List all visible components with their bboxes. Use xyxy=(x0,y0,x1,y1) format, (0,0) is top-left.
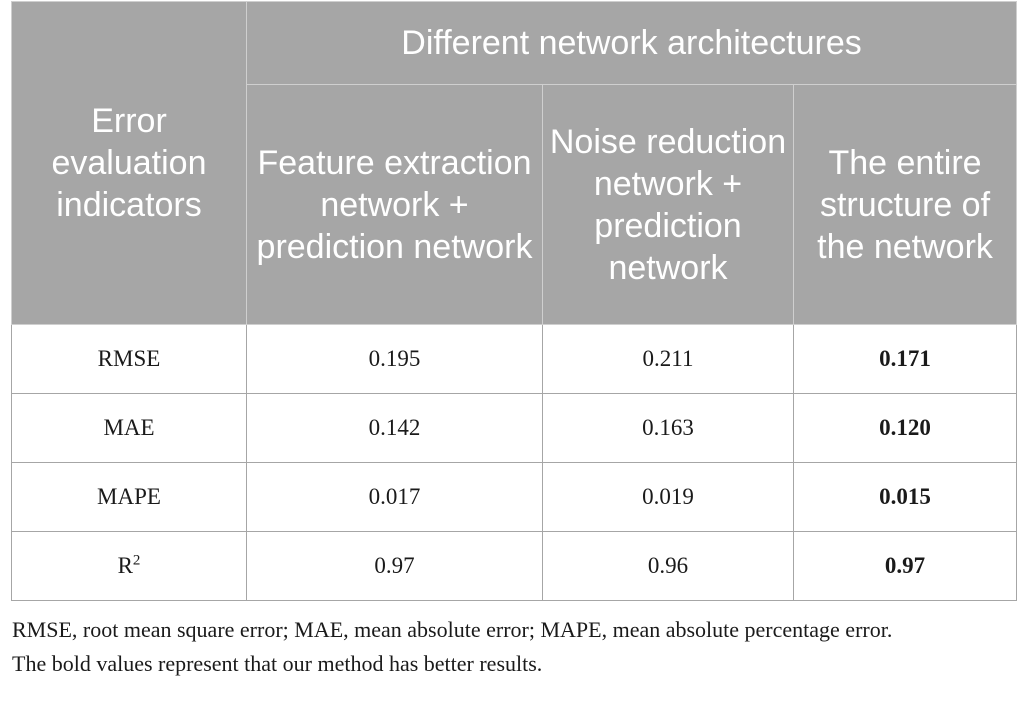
table-row-mae: MAE 0.142 0.163 0.120 xyxy=(11,393,1018,463)
cell-rmse-feature-extraction: 0.195 xyxy=(246,324,543,394)
row-label-r-squared: R2 xyxy=(11,531,247,601)
cell-r-squared-feature-extraction: 0.97 xyxy=(246,531,543,601)
header-row-group: Error evaluation indicators Different ne… xyxy=(11,1,1018,325)
column-header-entire-structure: The entire structure of the network xyxy=(792,84,1018,325)
cell-rmse-entire-structure: 0.171 xyxy=(792,324,1018,394)
table-row-r-squared: R2 0.97 0.96 0.97 xyxy=(11,531,1018,601)
results-table: Error evaluation indicators Different ne… xyxy=(11,1,1018,601)
cell-mae-entire-structure: 0.120 xyxy=(792,393,1018,463)
column-header-feature-extraction: Feature extraction network + prediction … xyxy=(246,84,543,325)
row-label-rmse: RMSE xyxy=(11,324,247,394)
group-header-label: Different network architectures xyxy=(245,1,1018,85)
table-row-mape: MAPE 0.017 0.019 0.015 xyxy=(11,462,1018,532)
row-label-mape: MAPE xyxy=(11,462,247,532)
cell-mape-entire-structure: 0.015 xyxy=(792,462,1018,532)
header-row-columns: Feature extraction network + prediction … xyxy=(12,84,1018,325)
cell-r-squared-entire-structure: 0.97 xyxy=(792,531,1018,601)
table-row-rmse: RMSE 0.195 0.211 0.171 xyxy=(11,324,1018,394)
table-body: RMSE 0.195 0.211 0.171 MAE 0.142 0.163 0… xyxy=(11,324,1018,601)
footnote-abbreviations: RMSE, root mean square error; MAE, mean … xyxy=(12,617,893,642)
cell-mae-feature-extraction: 0.142 xyxy=(246,393,543,463)
row-label-superscript: 2 xyxy=(132,552,141,569)
row-label-mae: MAE xyxy=(11,393,247,463)
table-footnotes: RMSE, root mean square error; MAE, mean … xyxy=(12,613,1016,681)
cell-mape-feature-extraction: 0.017 xyxy=(246,462,543,532)
row-header-label: Error evaluation indicators xyxy=(11,1,247,325)
table-header: Error evaluation indicators Different ne… xyxy=(11,1,1018,325)
footnote-bold-note: The bold values represent that our metho… xyxy=(12,651,543,676)
cell-rmse-noise-reduction: 0.211 xyxy=(542,324,794,394)
cell-mae-noise-reduction: 0.163 xyxy=(542,393,794,463)
row-label-r: R xyxy=(117,553,133,578)
column-header-noise-reduction: Noise reduction network + prediction net… xyxy=(542,84,794,325)
cell-r-squared-noise-reduction: 0.96 xyxy=(542,531,794,601)
cell-mape-noise-reduction: 0.019 xyxy=(542,462,794,532)
